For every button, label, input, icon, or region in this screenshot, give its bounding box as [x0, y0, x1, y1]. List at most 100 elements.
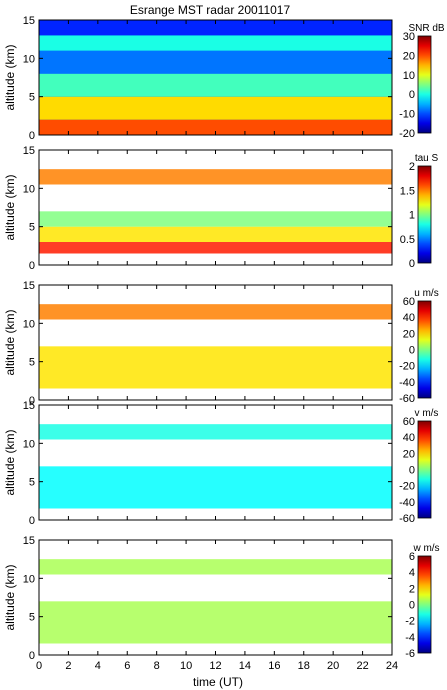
x-tick-label: 8 — [154, 660, 160, 672]
panel-2: 0 5 10 15 altitude (km) tau S2 1.5 1 0.5 0 — [3, 145, 439, 272]
colorbar-tick-label: 4 — [409, 567, 415, 579]
colorbar-tick-label: -60 — [399, 393, 415, 405]
colorbar-tick-label: 40 — [403, 432, 415, 444]
colorbar-tick-label: 40 — [403, 312, 415, 324]
colorbar-tick-label: -20 — [399, 361, 415, 373]
x-tick-label: 16 — [268, 660, 280, 672]
y-tick-label: 10 — [23, 573, 35, 585]
colorbar-tick-label: -10 — [399, 109, 415, 121]
colorbar-tick-label: 1 — [409, 210, 415, 222]
y-tick-label: 15 — [23, 535, 35, 547]
colorbar-tick-label: 2 — [409, 161, 415, 173]
y-tick-label: 10 — [23, 318, 35, 330]
colorbar-tick-label: -40 — [399, 377, 415, 389]
y-tick-label: 10 — [23, 438, 35, 450]
colorbar-label: tau S — [415, 153, 439, 164]
colorbar — [417, 420, 432, 519]
data-layer-1 — [39, 242, 392, 254]
data-layer-2 — [39, 559, 392, 575]
y-tick-label: 0 — [29, 650, 35, 662]
data-layer-5 — [39, 35, 392, 51]
data-layer-1 — [39, 601, 392, 644]
colorbar-label: v m/s — [415, 408, 439, 419]
data-layer-4 — [39, 50, 392, 74]
y-tick-label: 0 — [29, 395, 35, 407]
data-layer-1 — [39, 346, 392, 389]
colorbar-tick-label: 0 — [409, 600, 415, 612]
colorbar-tick-label: 0 — [409, 89, 415, 101]
colorbar-tick-label: 60 — [403, 296, 415, 308]
y-axis-label: altitude (km) — [3, 44, 17, 110]
panel-3: 0 5 10 15 altitude (km) u m/s60 40 20 0 -20 -40 -60 — [3, 280, 439, 407]
colorbar-tick-label: -60 — [399, 513, 415, 525]
y-tick-label: 10 — [23, 183, 35, 195]
y-tick-label: 15 — [23, 145, 35, 157]
colorbar-tick-label: 60 — [403, 416, 415, 428]
colorbar-tick-label: 1.5 — [400, 185, 415, 197]
y-tick-label: 15 — [23, 15, 35, 27]
colorbar-tick-label: 0 — [409, 258, 415, 270]
y-axis-label: altitude (km) — [3, 309, 17, 375]
colorbar-tick-label: 20 — [403, 50, 415, 62]
colorbar-tick-label: -6 — [405, 648, 415, 660]
colorbar-tick-label: 6 — [409, 551, 415, 563]
colorbar-tick-label: -20 — [399, 128, 415, 140]
y-axis-label: altitude (km) — [3, 429, 17, 495]
x-tick-label: 20 — [327, 660, 339, 672]
y-tick-label: 15 — [23, 280, 35, 292]
y-tick-label: 5 — [29, 357, 35, 369]
x-tick-label: 4 — [95, 660, 101, 672]
colorbar-tick-label: 0 — [409, 465, 415, 477]
x-axis-label: time (UT) — [193, 675, 243, 689]
x-tick-label: 18 — [298, 660, 310, 672]
colorbar-tick-label: 20 — [403, 328, 415, 340]
x-tick-label: 22 — [356, 660, 368, 672]
colorbar-tick-label: -2 — [405, 616, 415, 628]
data-layer-3 — [39, 211, 392, 227]
y-tick-label: 0 — [29, 260, 35, 272]
y-tick-label: 5 — [29, 92, 35, 104]
data-layer-2 — [39, 304, 392, 320]
data-layer-1 — [39, 466, 392, 509]
colorbar — [417, 555, 432, 654]
x-tick-label: 14 — [239, 660, 251, 672]
y-tick-label: 10 — [23, 53, 35, 65]
y-tick-label: 5 — [29, 612, 35, 624]
y-tick-label: 15 — [23, 400, 35, 412]
data-layer-2 — [39, 96, 392, 120]
colorbar-tick-label: -4 — [405, 632, 415, 644]
colorbar — [417, 165, 432, 264]
x-tick-label: 2 — [65, 660, 71, 672]
y-tick-label: 0 — [29, 130, 35, 142]
colorbar-tick-label: -20 — [399, 481, 415, 493]
data-layer-2 — [39, 424, 392, 440]
x-tick-label: 0 — [36, 660, 42, 672]
colorbar-tick-label: 2 — [409, 583, 415, 595]
y-tick-label: 5 — [29, 477, 35, 489]
colorbar — [417, 300, 432, 399]
x-tick-label: 24 — [386, 660, 398, 672]
colorbar-tick-label: 20 — [403, 448, 415, 460]
x-tick-label: 12 — [209, 660, 221, 672]
colorbar-tick-label: 10 — [403, 70, 415, 82]
colorbar-tick-label: 30 — [403, 31, 415, 43]
colorbar — [417, 35, 432, 134]
colorbar-tick-label: 0.5 — [400, 234, 415, 246]
y-axis-label: altitude (km) — [3, 564, 17, 630]
colorbar-label: w m/s — [412, 543, 439, 554]
y-tick-label: 0 — [29, 515, 35, 527]
data-layer-4 — [39, 169, 392, 185]
panel-4: 0 5 10 15 altitude (km) v m/s60 40 20 0 -20 -40 -60 — [3, 400, 438, 527]
y-axis-label: altitude (km) — [3, 174, 17, 240]
data-layer-2 — [39, 226, 392, 242]
colorbar-tick-label: 0 — [409, 345, 415, 357]
data-layer-3 — [39, 73, 392, 97]
colorbar-label: u m/s — [414, 288, 438, 299]
y-tick-label: 5 — [29, 222, 35, 234]
colorbar-label: SNR dB — [408, 23, 444, 34]
x-tick-label: 10 — [180, 660, 192, 672]
